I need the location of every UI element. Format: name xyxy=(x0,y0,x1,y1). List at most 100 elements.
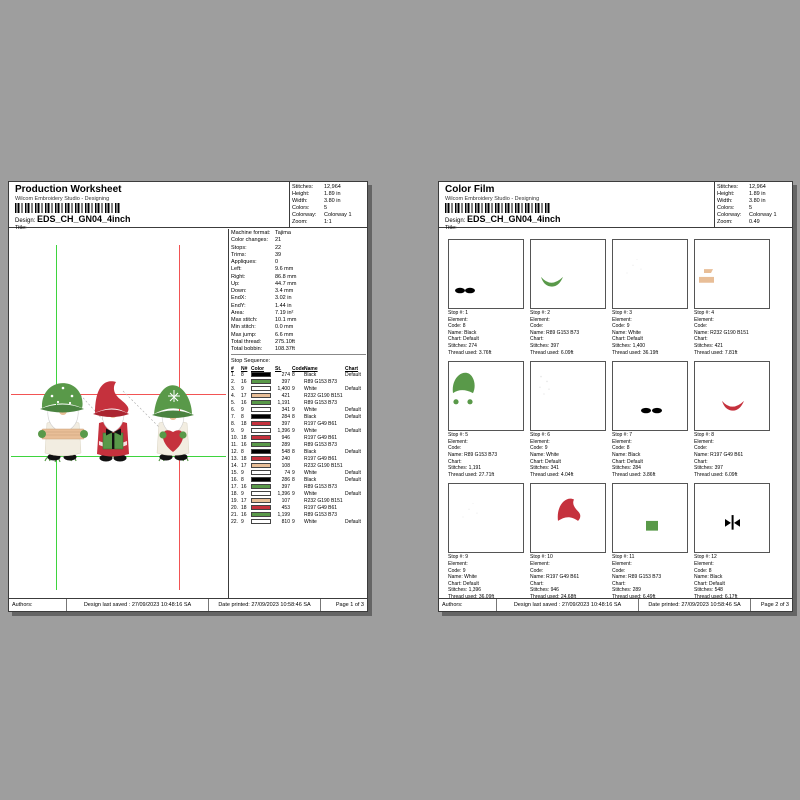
machine-stat-row-label: Appliques: xyxy=(231,259,257,265)
color-swatch-cell xyxy=(251,386,275,393)
machine-stat-row-value: 0.0 mm xyxy=(275,324,294,331)
thread-chart: Default xyxy=(345,491,361,498)
stop-number: 8. xyxy=(231,421,236,428)
thread-code: 9 xyxy=(292,519,295,526)
thread-name: R197 G49 B61 xyxy=(304,435,338,442)
needle-number: 9 xyxy=(241,428,244,435)
stop-caption-line: Code: xyxy=(530,567,544,574)
stop-row: 16. 8 286 8 Black Default xyxy=(231,477,367,484)
stop-caption: Stop #: 12 Element: Code: 8 Name: Black Char… xyxy=(694,554,770,600)
machine-stat-row-value: 7.19 in² xyxy=(275,309,294,316)
footer-page-number: Page 1 of 3 xyxy=(335,602,364,608)
stop-caption-line: Name: R197 G49 B61 xyxy=(530,574,580,581)
stitch-count: 810 xyxy=(281,519,290,526)
stop-caption-line: Stitches: 274 xyxy=(448,342,477,349)
color-film-cell: Stop #: 3 Element: Code: 9 Name: White Chart… xyxy=(612,239,688,356)
stitch-count: 107 xyxy=(281,498,290,505)
stop-caption-line: Thread used: 36.09ft xyxy=(448,593,495,600)
stop-caption: Stop #: 4 Element: Code: Name: R232 G190 B1… xyxy=(694,310,770,356)
stop-sequence-table: # N# Color St. Code Name Chart 1. 8 274 8 Black Defa… xyxy=(231,366,367,526)
color-swatch xyxy=(251,456,271,462)
machine-stat-row-value: 275.10ft xyxy=(275,338,295,345)
design-info-row-value: 3.80 in xyxy=(749,198,766,204)
machine-stat-row-label: EndX: xyxy=(231,295,246,302)
machine-stat-row-value: 6.6 mm xyxy=(275,331,294,338)
stop-table-header-row: # N# Color St. Code Name Chart xyxy=(231,366,367,372)
stop-row: 12. 8 548 8 Black Default xyxy=(231,449,367,456)
stop-caption-line: Thread used: 24.68ft xyxy=(530,593,577,600)
stop-caption-line: Code: xyxy=(612,567,626,574)
stop-caption-line: Name: R89 G153 B73 xyxy=(530,329,580,336)
stop-row: 20. 18 453 R197 G49 B61 xyxy=(231,505,367,512)
thread-name: R197 G49 B61 xyxy=(304,421,338,428)
title-label: Title: xyxy=(15,225,27,231)
guide-line-horizontal-red xyxy=(11,394,226,395)
stop-sequence-label: Stop Sequence: xyxy=(231,358,271,365)
design-info-row: Height: 1.89 in xyxy=(292,191,365,198)
needle-number: 18 xyxy=(241,456,247,463)
color-swatch-cell xyxy=(251,512,275,519)
stop-table-header: Code xyxy=(292,366,305,373)
color-swatch-cell xyxy=(251,442,275,449)
stitch-count: 1,396 xyxy=(277,491,290,498)
thread-chart: Default xyxy=(345,519,361,526)
needle-number: 16 xyxy=(241,484,247,491)
machine-stat-row-label: Down: xyxy=(231,288,247,294)
stitch-count: 289 xyxy=(281,442,290,449)
needle-number: 18 xyxy=(241,505,247,512)
color-swatch xyxy=(251,407,271,413)
color-swatch xyxy=(251,414,271,420)
stop-caption-line: Code: 9 xyxy=(530,445,548,452)
color-swatch xyxy=(251,477,271,483)
color-film-cell: Stop #: 1 Element: Code: 8 Name: Black Chart… xyxy=(448,239,524,356)
machine-stat-row-value: 21 xyxy=(275,237,282,244)
stop-table-header: Color xyxy=(251,366,265,373)
design-info-row-value: 12,964 xyxy=(324,184,341,190)
color-swatch xyxy=(251,421,271,427)
needle-number: 17 xyxy=(241,498,247,505)
worksheet-header: Production Worksheet Wilcom Embroidery S… xyxy=(9,182,367,231)
needle-number: 8 xyxy=(241,414,244,421)
color-swatch xyxy=(251,400,271,406)
thread-name: White xyxy=(304,519,317,526)
thread-code xyxy=(292,512,304,519)
stop-caption-line: Stop #: 10 xyxy=(530,554,553,561)
thread-code xyxy=(292,463,304,470)
design-info-row-value: 1.89 in xyxy=(324,191,341,197)
machine-stat-row: Total thread: 275.10ft xyxy=(231,339,366,346)
thread-chart: Default xyxy=(345,449,361,456)
footer-page-number: Page 2 of 3 xyxy=(760,602,789,608)
color-swatch xyxy=(251,442,271,448)
film-header-left: Color Film Wilcom Embroidery Studio - De… xyxy=(445,184,708,231)
stop-caption-line: Element: xyxy=(694,438,714,445)
stop-caption-line: Chart: xyxy=(530,336,544,343)
thread-name: R89 G153 B73 xyxy=(304,379,338,386)
needle-number: 9 xyxy=(241,386,244,393)
design-info-row-label: Colorway: xyxy=(717,212,742,218)
design-info-row-value: Colorway 1 xyxy=(324,212,352,218)
machine-stat-row-label: Machine format: xyxy=(231,230,271,236)
machine-stat-row-value: 44.7 mm xyxy=(275,280,297,287)
stop-caption-line: Name: R232 G190 B151 xyxy=(694,329,749,336)
machine-stat-row-label: Left: xyxy=(231,266,242,273)
stop-number: 11. xyxy=(231,442,238,449)
stop-caption-line: Name: Black xyxy=(612,451,641,458)
stop-caption-line: Chart: Default xyxy=(694,580,725,587)
stop-row: 9. 9 1,396 9 White Default xyxy=(231,428,367,435)
color-film-cell: Stop #: 9 Element: Code: 9 Name: White Chart… xyxy=(448,483,524,600)
stop-caption-line: Element: xyxy=(694,316,714,323)
thread-name: R232 G190 B151 xyxy=(304,498,343,505)
thread-code: 9 xyxy=(292,428,295,435)
stop-number: 20. xyxy=(231,505,238,512)
thread-chart: Default xyxy=(345,407,361,414)
color-swatch-cell xyxy=(251,414,275,421)
color-film-cell: Stop #: 11 Element: Code: Name: R89 G153 B7… xyxy=(612,483,688,600)
stop-caption-line: Stitches: 421 xyxy=(694,342,723,349)
thread-code: 9 xyxy=(292,491,295,498)
machine-stat-row-label: Right: xyxy=(231,273,246,280)
thread-name: White xyxy=(304,428,317,435)
stop-row: 13. 18 240 R197 G49 B61 xyxy=(231,456,367,463)
thread-code xyxy=(292,435,304,442)
stop-caption-line: Element: xyxy=(448,560,468,567)
thread-code: 9 xyxy=(292,386,295,393)
